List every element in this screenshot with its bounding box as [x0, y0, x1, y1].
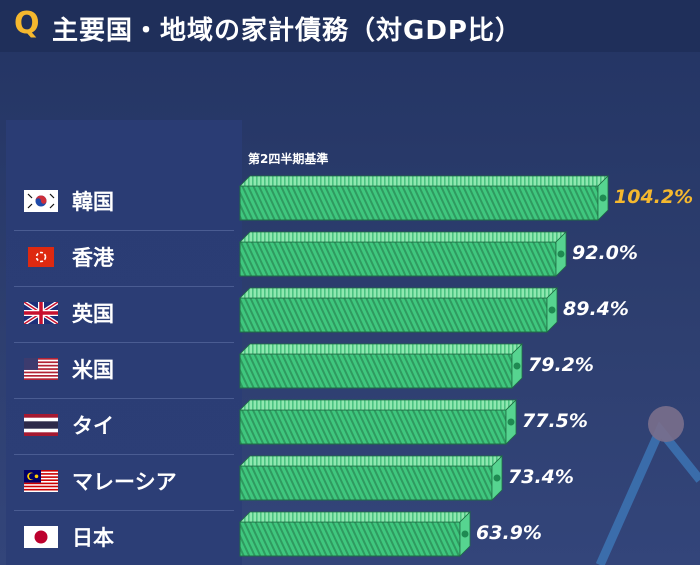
us-flag-icon [24, 358, 58, 380]
row-divider [14, 230, 234, 231]
category-label: 日本 [72, 526, 114, 550]
category-label: 韓国 [72, 190, 114, 214]
q-mark: Q [14, 6, 40, 41]
korea-flag-icon [24, 190, 58, 212]
bar [239, 455, 503, 501]
value-label: 63.9% [476, 522, 542, 544]
row-divider [14, 342, 234, 343]
row-divider [14, 510, 234, 511]
hongkong-flag-icon [28, 247, 54, 267]
bar [239, 343, 523, 389]
category-row: 米国 [14, 344, 234, 394]
bar [239, 399, 517, 445]
value-label: 92.0% [572, 242, 638, 264]
category-label: マレーシア [72, 470, 177, 494]
category-row: 香港 [14, 232, 234, 282]
value-label: 104.2% [614, 186, 694, 208]
header-bar: Q 主要国・地域の家計債務（対GDP比） [0, 0, 700, 52]
row-divider [14, 454, 234, 455]
category-label: 米国 [72, 358, 114, 382]
uk-flag-icon [24, 302, 58, 324]
value-label: 79.2% [528, 354, 594, 376]
category-row: タイ [14, 400, 234, 450]
japan-flag-icon [24, 526, 58, 548]
malaysia-flag-icon [24, 470, 58, 492]
category-label: 英国 [72, 302, 114, 326]
category-label: 香港 [72, 246, 114, 270]
category-row: 英国 [14, 288, 234, 338]
category-label: タイ [72, 414, 114, 438]
row-divider [14, 286, 234, 287]
value-label: 73.4% [508, 466, 574, 488]
category-row: 日本 [14, 512, 234, 562]
category-row: マレーシア [14, 456, 234, 506]
bar [239, 231, 567, 277]
value-label: 77.5% [522, 410, 588, 432]
value-label: 89.4% [563, 298, 629, 320]
page-title: 主要国・地域の家計債務（対GDP比） [52, 16, 522, 46]
row-divider [14, 398, 234, 399]
category-row: 韓国 [14, 176, 234, 226]
chart-subtitle: 第2四半期基準 [248, 152, 329, 166]
bar [239, 511, 471, 557]
bar [239, 287, 558, 333]
thailand-flag-icon [24, 414, 58, 436]
bar [239, 175, 609, 221]
